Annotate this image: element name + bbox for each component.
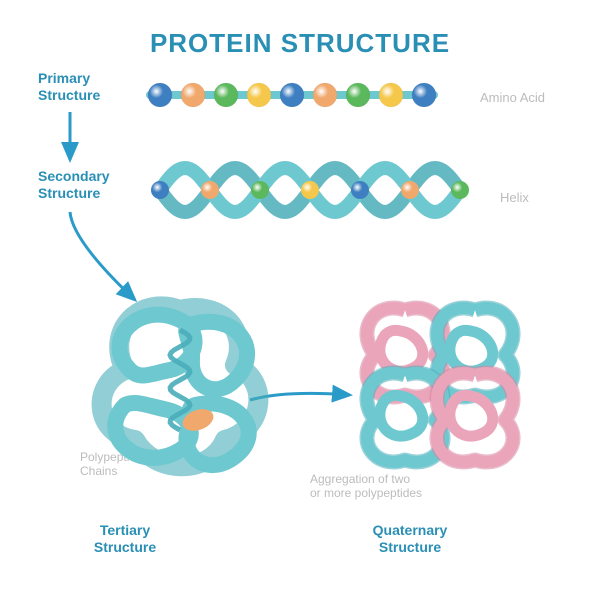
diagram-layer	[0, 0, 600, 600]
infographic-stage: PROTEIN STRUCTURE Primary Structure Seco…	[0, 0, 600, 600]
